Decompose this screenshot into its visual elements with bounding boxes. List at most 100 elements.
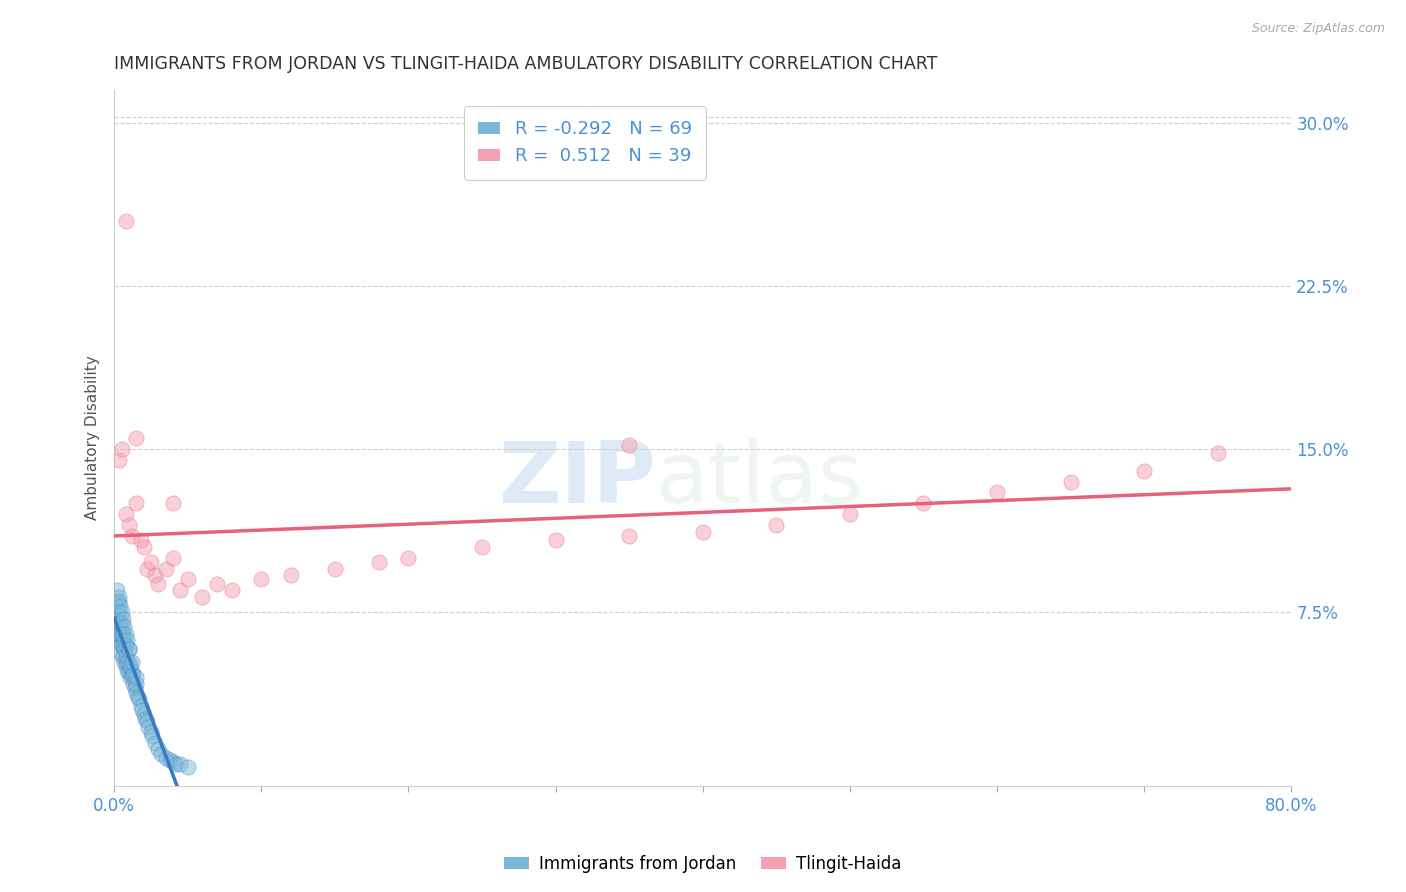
Point [107, 590, 129, 604]
Point [115, 659, 138, 673]
Point [169, 757, 191, 772]
Point [128, 692, 150, 706]
Point [280, 568, 302, 582]
Point [205, 577, 228, 591]
Point [838, 507, 860, 521]
Point [162, 550, 184, 565]
Point [169, 583, 191, 598]
Point [398, 550, 420, 565]
Point [111, 648, 134, 663]
Point [136, 720, 159, 734]
Point [108, 638, 131, 652]
Text: Source: ZipAtlas.com: Source: ZipAtlas.com [1251, 22, 1385, 36]
Point [250, 573, 273, 587]
Point [165, 757, 187, 772]
Point [121, 529, 143, 543]
Point [135, 561, 157, 575]
Point [105, 583, 128, 598]
Point [145, 568, 167, 582]
Point [110, 605, 132, 619]
Point [162, 496, 184, 510]
Point [129, 698, 152, 713]
Point [177, 759, 200, 773]
Point [155, 561, 177, 575]
Point [150, 747, 173, 761]
Point [111, 627, 134, 641]
Point [107, 615, 129, 630]
Point [105, 594, 128, 608]
Point [115, 648, 138, 663]
Point [118, 655, 141, 669]
Point [117, 664, 139, 678]
Point [118, 664, 141, 678]
Point [124, 681, 146, 696]
Point [129, 533, 152, 548]
Point [114, 633, 136, 648]
Point [111, 612, 134, 626]
Point [115, 507, 138, 521]
Point [104, 612, 127, 626]
Point [107, 452, 129, 467]
Point [986, 485, 1008, 500]
Point [145, 736, 167, 750]
Point [191, 590, 214, 604]
Point [471, 540, 494, 554]
Point [105, 620, 128, 634]
Point [765, 518, 787, 533]
Legend: Immigrants from Jordan, Tlingit-Haida: Immigrants from Jordan, Tlingit-Haida [498, 848, 908, 880]
Point [111, 638, 134, 652]
Point [323, 561, 346, 575]
Point [110, 627, 132, 641]
Point [619, 437, 641, 451]
Text: atlas: atlas [655, 438, 863, 521]
Point [118, 642, 141, 657]
Point [148, 742, 170, 756]
Point [118, 518, 141, 533]
Point [115, 627, 138, 641]
Point [108, 599, 131, 613]
Point [107, 627, 129, 641]
Point [110, 638, 132, 652]
Point [125, 431, 148, 445]
Point [368, 555, 391, 569]
Text: ZIP: ZIP [498, 438, 655, 521]
Point [139, 555, 162, 569]
Point [105, 605, 128, 619]
Point [121, 664, 143, 678]
Point [120, 659, 142, 673]
Point [110, 648, 132, 663]
Point [115, 213, 138, 227]
Point [110, 615, 132, 630]
Legend: R = -0.292   N = 69, R =  0.512   N = 39: R = -0.292 N = 69, R = 0.512 N = 39 [464, 106, 706, 180]
Point [108, 615, 131, 630]
Point [121, 670, 143, 684]
Y-axis label: Ambulatory Disability: Ambulatory Disability [86, 356, 100, 520]
Point [162, 755, 184, 769]
Point [107, 594, 129, 608]
Point [125, 677, 148, 691]
Point [1059, 475, 1081, 489]
Point [108, 627, 131, 641]
Point [131, 703, 153, 717]
Point [115, 638, 138, 652]
Point [121, 655, 143, 669]
Point [114, 620, 136, 634]
Point [692, 524, 714, 539]
Point [122, 677, 145, 691]
Point [110, 442, 132, 456]
Point [135, 714, 157, 728]
Point [125, 496, 148, 510]
Point [177, 573, 200, 587]
Point [148, 577, 170, 591]
Point [141, 729, 163, 743]
Point [544, 533, 567, 548]
Point [114, 655, 136, 669]
Text: IMMIGRANTS FROM JORDAN VS TLINGIT-HAIDA AMBULATORY DISABILITY CORRELATION CHART: IMMIGRANTS FROM JORDAN VS TLINGIT-HAIDA … [114, 55, 938, 73]
Point [134, 712, 156, 726]
Point [122, 668, 145, 682]
Point [125, 685, 148, 699]
Point [107, 605, 129, 619]
Point [221, 583, 243, 598]
Point [155, 751, 177, 765]
Point [1133, 464, 1156, 478]
